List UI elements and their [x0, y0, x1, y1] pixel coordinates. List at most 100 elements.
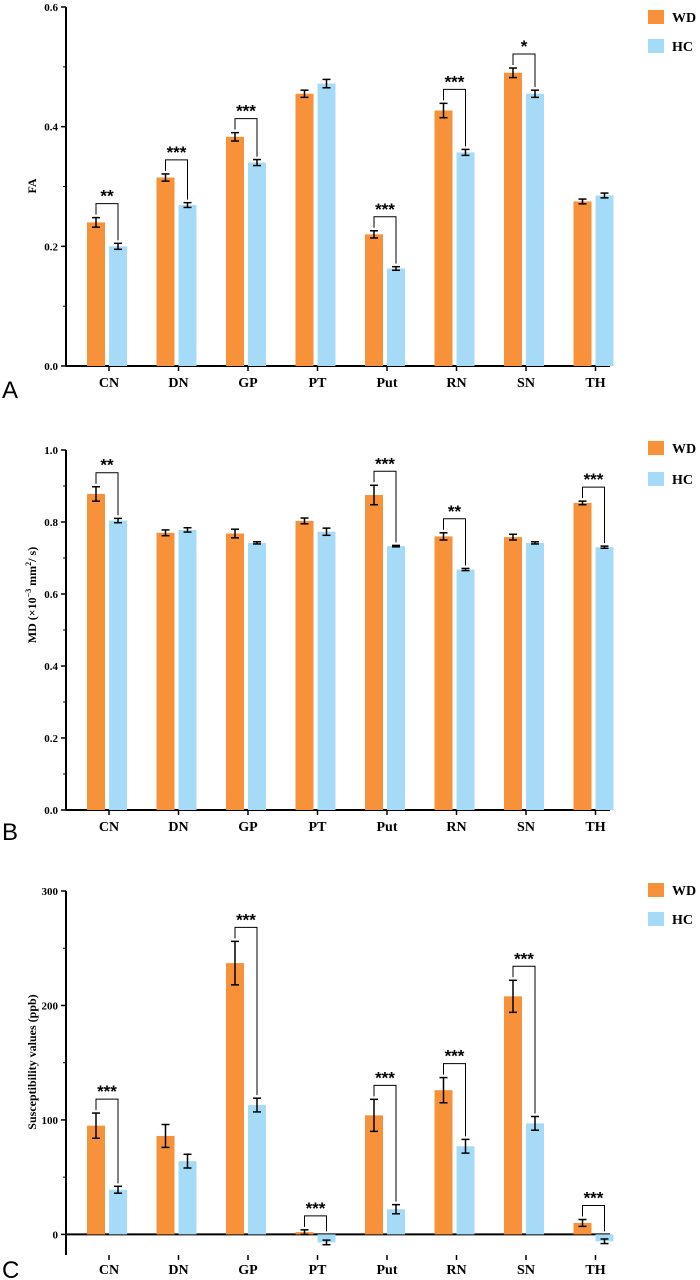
- y-tick-label-b: 0.0: [44, 805, 58, 817]
- legend-panel-a: WD HC: [648, 10, 696, 55]
- bar-wd-gp-c: [226, 963, 244, 1235]
- category-label-put-c: Put: [377, 1263, 398, 1278]
- bar-hc-dn-b: [178, 529, 197, 810]
- bar-wd-sn-c: [504, 996, 522, 1235]
- category-label-gp-c: GP: [238, 1263, 258, 1278]
- legend-label-hc-a: HC: [672, 40, 693, 55]
- y-axis-label-c: Susceptibility values (ppb): [25, 994, 39, 1129]
- significance-bracket-put-c: [373, 1084, 397, 1202]
- y-tick-label-c: 0: [53, 1229, 59, 1241]
- bar-hc-sn-b: [526, 542, 544, 810]
- legend-label-wd-a: WD: [672, 11, 696, 26]
- category-label-rn-c: RN: [446, 1263, 466, 1278]
- category-label-rn-b: RN: [446, 820, 466, 835]
- significance-label-gp-c: ***: [236, 910, 256, 929]
- significance-label-cn-a: **: [100, 187, 114, 206]
- significance-bracket-sn-c: [512, 965, 536, 1114]
- bar-wd-rn-a: [434, 110, 453, 367]
- bar-hc-sn-a: [526, 93, 544, 366]
- category-label-th-a: TH: [585, 376, 605, 391]
- y-axis-label-b: MD (×10−3 mm2/ s): [24, 547, 39, 643]
- significance-bracket-dn-a: [165, 159, 188, 200]
- y-tick-label-a: 0.4: [44, 122, 58, 134]
- category-label-sn-c: SN: [517, 1263, 535, 1278]
- bar-hc-cn-a: [109, 246, 127, 366]
- bar-wd-th-c: [573, 1222, 592, 1235]
- category-label-put-a: Put: [377, 376, 398, 391]
- y-tick-label-b: 0.6: [44, 589, 58, 601]
- panel-letter-b: B: [2, 819, 18, 846]
- bar-hc-th-c: [595, 1234, 614, 1242]
- bar-wd-sn-a: [504, 72, 522, 367]
- legend-swatch-hc-a: [648, 39, 664, 53]
- bar-wd-rn-b: [434, 536, 453, 810]
- legend-label-wd-c: WD: [672, 884, 696, 899]
- bar-hc-gp-a: [248, 162, 266, 366]
- bar-hc-rn-a: [456, 152, 475, 366]
- bar-hc-cn-c: [109, 1189, 127, 1235]
- bar-wd-rn-c: [434, 1090, 453, 1235]
- y-tick-label-b: 0.8: [44, 517, 58, 529]
- significance-label-put-c: ***: [375, 1068, 395, 1087]
- significance-label-sn-a: *: [521, 37, 528, 56]
- bar-hc-pt-b: [317, 531, 336, 810]
- bar-hc-cn-b: [109, 520, 127, 810]
- bar-hc-put-a: [387, 268, 405, 366]
- bar-wd-pt-b: [295, 520, 314, 810]
- bar-hc-sn-c: [526, 1123, 544, 1235]
- bar-wd-dn-a: [156, 177, 175, 366]
- bar-wd-put-c: [365, 1115, 383, 1235]
- bar-wd-gp-b: [226, 533, 244, 810]
- y-axis-label-b-part3: / s): [25, 547, 39, 563]
- y-tick-label-c: 100: [42, 1115, 59, 1127]
- bar-wd-th-a: [573, 201, 592, 366]
- significance-bracket-gp-a: [234, 118, 258, 157]
- bar-wd-put-b: [365, 495, 383, 810]
- bar-hc-put-c: [387, 1209, 405, 1235]
- bar-wd-gp-a: [226, 136, 244, 366]
- y-tick-label-b: 0.4: [44, 661, 58, 673]
- y-axis-label-b-part2: mm: [25, 566, 39, 589]
- bar-hc-gp-c: [248, 1105, 266, 1235]
- significance-label-cn-b: **: [100, 456, 114, 475]
- significance-label-put-a: ***: [375, 200, 395, 219]
- y-axis-label-b-sup1: −3: [24, 589, 33, 598]
- bar-wd-cn-c: [87, 1125, 105, 1235]
- category-label-gp-b: GP: [238, 820, 258, 835]
- legend-swatch-hc-c: [648, 912, 664, 926]
- bar-wd-dn-b: [156, 532, 175, 810]
- y-tick-label-c: 300: [42, 886, 59, 898]
- legend-swatch-wd-b: [648, 441, 664, 455]
- bar-wd-put-a: [365, 234, 383, 366]
- significance-label-put-b: ***: [375, 454, 395, 473]
- significance-label-th-c: ***: [584, 1189, 604, 1208]
- significance-bracket-cn-a: [95, 203, 119, 241]
- category-label-gp-a: GP: [238, 376, 258, 391]
- significance-label-cn-c: ***: [97, 1082, 117, 1101]
- legend-swatch-wd-a: [648, 10, 664, 24]
- significance-label-gp-a: ***: [236, 102, 256, 121]
- significance-bracket-rn-a: [443, 88, 466, 147]
- bar-hc-dn-a: [178, 205, 197, 366]
- panel-letter-a: A: [2, 377, 18, 404]
- y-axis-label-b-sup2: 2: [24, 562, 33, 566]
- bar-hc-th-b: [595, 547, 614, 810]
- bar-hc-dn-c: [178, 1161, 197, 1235]
- category-label-cn-c: CN: [99, 1263, 119, 1278]
- legend-panel-c: WD HC: [648, 883, 696, 928]
- significance-bracket-gp-c: [234, 926, 258, 1096]
- bar-hc-pt-c: [317, 1234, 336, 1243]
- category-label-rn-a: RN: [446, 376, 466, 391]
- category-label-cn-b: CN: [99, 820, 119, 835]
- panel-letter-c: C: [2, 1257, 19, 1280]
- category-label-dn-a: DN: [168, 376, 188, 391]
- bar-hc-rn-c: [456, 1146, 475, 1235]
- significance-bracket-cn-b: [95, 472, 119, 516]
- category-label-th-b: TH: [585, 820, 605, 835]
- legend-swatch-hc-b: [648, 472, 664, 486]
- y-axis-label-a: FA: [25, 178, 39, 193]
- legend-label-hc-c: HC: [672, 913, 693, 928]
- y-tick-label-a: 0.6: [44, 2, 58, 14]
- legend-swatch-wd-c: [648, 883, 664, 897]
- category-label-pt-a: PT: [309, 376, 328, 391]
